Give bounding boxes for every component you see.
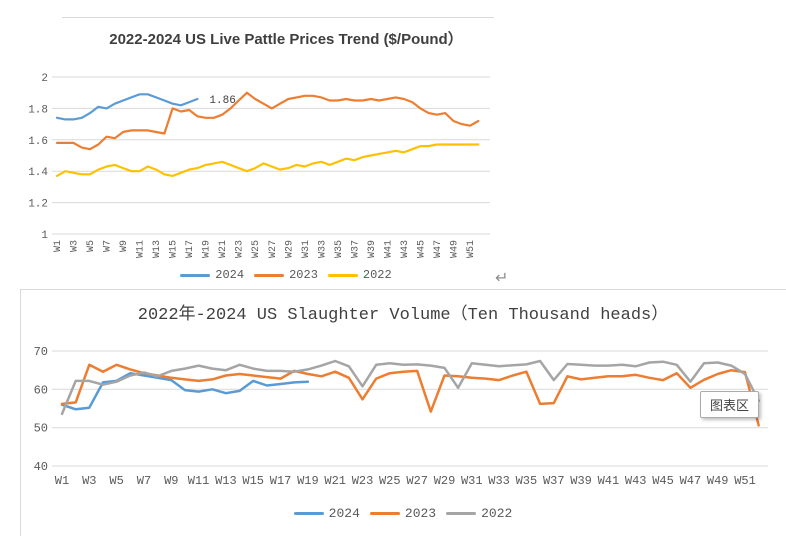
legend-label: 2022 [362, 268, 392, 282]
price-chart-legend: 2024 2023 2022 [0, 268, 572, 282]
x-axis-tick-label: W35 [516, 474, 538, 488]
x-axis-tick-label: W1 [55, 474, 69, 488]
x-axis-tick-label: W25 [379, 474, 401, 488]
y-axis-tick-label: 1.2 [28, 199, 48, 211]
x-axis-tick-label: W45 [416, 240, 427, 258]
y-axis-tick-label: 1 [41, 230, 48, 242]
x-axis-tick-label: W23 [235, 240, 246, 258]
legend-label: 2022 [481, 506, 513, 521]
x-axis-tick-label: W33 [317, 240, 328, 258]
series-line-2024 [55, 93, 199, 121]
x-axis-tick-label: W17 [185, 240, 196, 258]
series-line-2023 [60, 363, 760, 427]
volume-chart-frame [20, 289, 786, 536]
x-axis-tick-label: W9 [119, 240, 130, 252]
x-axis-tick-label: W49 [707, 474, 729, 488]
legend-swatch-2024 [180, 273, 211, 277]
legend-label: 2024 [328, 506, 360, 521]
x-axis-tick-label: W51 [466, 240, 477, 258]
x-axis-tick-label: W1 [53, 240, 64, 252]
legend-item-2023[interactable]: 2023 [254, 268, 318, 282]
y-axis-tick-label: 2 [41, 73, 48, 85]
x-axis-tick-label: W11 [136, 240, 147, 258]
x-axis-tick-label: W7 [137, 474, 151, 488]
volume-chart-legend: 2024 2023 2022 [20, 506, 786, 521]
x-axis-tick-label: W7 [103, 240, 114, 252]
x-axis-tick-label: W31 [301, 240, 312, 258]
x-axis-tick-label: W47 [433, 240, 444, 258]
legend-label: 2023 [404, 506, 437, 521]
legend-item-2022[interactable]: 2022 [446, 506, 512, 521]
series-line-2024 [60, 371, 310, 411]
legend-swatch-2024 [293, 512, 324, 515]
series-line-2023 [55, 91, 480, 151]
chart-area-tooltip: 图表区 [700, 391, 760, 418]
x-axis-tick-label: W43 [625, 474, 647, 488]
x-axis-tick-label: W37 [543, 474, 565, 488]
data-label-annotation: 1.86 [209, 95, 235, 107]
x-axis-tick-label: W41 [598, 474, 620, 488]
series-line-2022 [55, 143, 480, 178]
x-axis-tick-label: W35 [334, 240, 345, 258]
x-axis-tick-label: W21 [324, 474, 346, 488]
x-axis-tick-label: W45 [652, 474, 674, 488]
x-axis-tick-label: W11 [188, 474, 210, 488]
x-axis-tick-label: W15 [169, 240, 180, 258]
volume-chart-canvas[interactable]: 40 50 60 70 W1 W3 W5 W7 W9 W11 W13 W15 W17 W19 W21 W23 W… [0, 289, 786, 536]
legend-swatch-2023 [369, 512, 400, 515]
x-axis-tick-label: W29 [284, 240, 295, 258]
x-axis-tick-label: W29 [434, 474, 456, 488]
y-axis-tick-label: 40 [34, 460, 48, 474]
x-axis-tick-label: W27 [406, 474, 428, 488]
x-axis-tick-label: W5 [109, 474, 123, 488]
legend-item-2023[interactable]: 2023 [369, 506, 437, 521]
legend-item-2022[interactable]: 2022 [327, 268, 392, 282]
y-axis-tick-label: 60 [34, 383, 48, 397]
x-axis-tick-label: W13 [152, 240, 163, 258]
x-axis-tick-label: W51 [734, 474, 756, 488]
legend-swatch-2022 [327, 273, 358, 277]
x-axis-tick-label: W19 [297, 474, 319, 488]
volume-chart-title: 2022年-2024 US Slaughter Volume（Ten Thous… [137, 306, 669, 325]
legend-swatch-2023 [254, 273, 285, 277]
x-axis-tick-label: W43 [400, 240, 411, 258]
x-axis-tick-label: W39 [570, 474, 592, 488]
x-axis-tick-label: W41 [383, 240, 394, 258]
legend-label: 2024 [215, 268, 245, 282]
price-chart-title: 2022-2024 US Live Pattle Prices Trend ($… [109, 31, 463, 48]
y-axis-tick-label: 1.8 [28, 104, 48, 116]
legend-item-2024[interactable]: 2024 [180, 268, 244, 282]
legend-item-2024[interactable]: 2024 [293, 506, 360, 521]
x-axis-tick-label: W9 [164, 474, 178, 488]
y-axis-tick-label: 1.6 [28, 136, 48, 148]
x-axis-tick-label: W17 [270, 474, 292, 488]
x-axis-tick-label: W31 [461, 474, 483, 488]
x-axis-tick-label: W5 [86, 240, 97, 252]
x-axis-tick-label: W21 [218, 240, 229, 258]
x-axis-tick-label: W3 [70, 240, 81, 252]
x-axis-tick-label: W13 [215, 474, 237, 488]
y-axis-tick-label: 70 [34, 345, 48, 359]
legend-swatch-2022 [446, 512, 477, 515]
x-axis-tick-label: W37 [350, 240, 361, 258]
top-divider-line [62, 17, 494, 18]
x-axis-tick-label: W23 [352, 474, 374, 488]
x-axis-tick-label: W3 [82, 474, 96, 488]
x-axis-tick-label: W49 [450, 240, 461, 258]
x-axis-tick-label: W33 [488, 474, 510, 488]
y-axis-tick-label: 50 [34, 422, 48, 436]
x-axis-tick-label: W15 [242, 474, 264, 488]
legend-label: 2023 [289, 268, 318, 282]
paragraph-return-mark: ↵ [495, 268, 509, 287]
x-axis-tick-label: W39 [367, 240, 378, 258]
y-axis-tick-label: 1.4 [28, 167, 48, 179]
x-axis-tick-label: W25 [251, 240, 262, 258]
x-axis-tick-label: W19 [202, 240, 213, 258]
series-line-2022 [60, 359, 760, 416]
x-axis-tick-label: W27 [268, 240, 279, 258]
x-axis-tick-label: W47 [680, 474, 702, 488]
price-chart-canvas[interactable]: 1 1.2 1.4 1.6 1.8 2 W1 W3 W5 W7 W9 W11 W13 W15 W17 W19 W… [0, 55, 786, 289]
